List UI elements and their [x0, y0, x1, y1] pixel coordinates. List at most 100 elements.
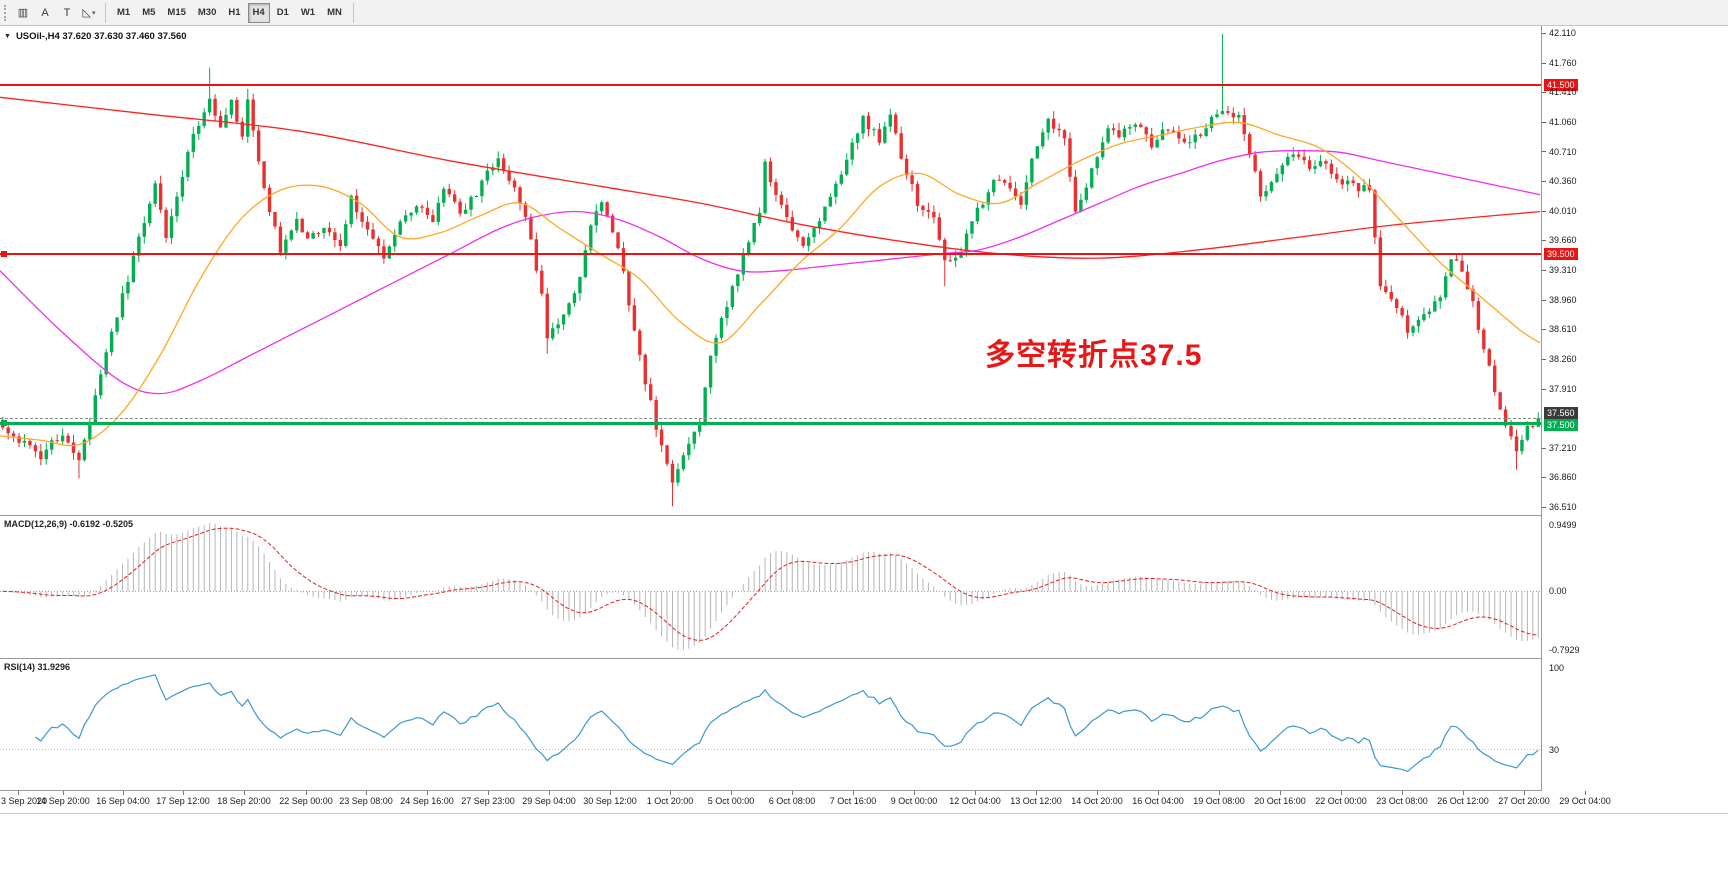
symbol-dropdown-icon[interactable]: ▼ [4, 33, 11, 40]
time-axis-label: 27 Oct 20:00 [1498, 796, 1550, 806]
time-axis-tick [427, 791, 428, 795]
price-axis[interactable]: 0.9499 0.00 -0.7929 100 30 41.500 39.500 3… [1541, 26, 1728, 791]
price-axis-tick [1542, 300, 1546, 301]
time-axis-label: 22 Oct 00:00 [1315, 796, 1367, 806]
macd-signal-line [2, 527, 1539, 641]
price-axis-tick [1542, 151, 1546, 152]
time-axis-label: 6 Oct 08:00 [768, 796, 816, 806]
time-axis-tick [1402, 791, 1403, 795]
time-axis-label: 30 Sep 12:00 [583, 796, 637, 806]
timeframe-button-m1[interactable]: M1 [117, 7, 131, 18]
time-axis-label: 7 Oct 16:00 [829, 796, 877, 806]
hline-41.500[interactable] [0, 83, 1541, 86]
time-axis-label: 1 Oct 20:00 [646, 796, 694, 806]
price-axis-tick [1542, 389, 1546, 390]
time-axis-tick [1219, 791, 1220, 795]
price-axis-label: 39.660 [1549, 235, 1577, 246]
price-axis-tick [1542, 448, 1546, 449]
price-axis-label: 40.010 [1549, 205, 1577, 216]
chevron-down-icon: ▾ [91, 9, 96, 17]
time-axis-label: 16 Sep 04:00 [96, 796, 150, 806]
bar-chart-tool-button[interactable]: ▥ [13, 3, 33, 23]
time-axis-tick [1524, 791, 1525, 795]
time-axis-label: 12 Oct 04:00 [949, 796, 1001, 806]
slow-red-ma [0, 96, 1541, 259]
price-axis-tick [1542, 240, 1546, 241]
price-axis-tick [1542, 507, 1546, 508]
timeframe-button-m30[interactable]: M30 [197, 7, 217, 18]
symbol-title: ▼ USOil-,H4 37.620 37.630 37.460 37.560 [4, 31, 187, 42]
bull-bodies [22, 98, 1540, 483]
price-axis-label: 41.060 [1549, 116, 1577, 127]
letter-a-icon: A [41, 6, 49, 19]
macd-panel[interactable] [0, 516, 1541, 657]
price-axis-tick [1542, 63, 1546, 64]
time-axis-tick [792, 791, 793, 795]
text-tool-button[interactable]: T [57, 3, 77, 23]
time-axis-tick [183, 791, 184, 795]
hline-handle[interactable] [1, 420, 7, 427]
time-axis-label: 26 Oct 12:00 [1437, 796, 1489, 806]
hline-39.500[interactable] [0, 252, 1541, 255]
time-axis-tick [1036, 791, 1037, 795]
time-axis[interactable]: 3 Sep 2020 14 Sep 20:00 16 Sep 04:00 17 Sep… [0, 791, 1728, 813]
toolbar: ▥ A T ◺ ▾ M1 M5 M15 M30 H1 H4 D1 W1 MN [0, 0, 1728, 26]
timeframe-button-d1[interactable]: D1 [276, 7, 289, 18]
time-axis-tick [914, 791, 915, 795]
price-axis-label: 38.610 [1549, 324, 1577, 335]
time-axis-label: 9 Oct 00:00 [890, 796, 938, 806]
time-axis-label: 16 Oct 04:00 [1132, 796, 1184, 806]
price-axis-label: 40.360 [1549, 176, 1577, 187]
panel-separator [0, 790, 1728, 791]
main-chart[interactable] [0, 26, 1541, 515]
time-axis-label: 22 Sep 00:00 [279, 796, 333, 806]
chart-annotation[interactable]: 多空转折点37.5 [985, 339, 1203, 372]
time-axis-tick [488, 791, 489, 795]
fast-orange-ma [0, 121, 1541, 447]
time-axis-tick [366, 791, 367, 795]
timeframe-button-m15[interactable]: M15 [167, 7, 186, 18]
time-axis-tick [549, 791, 550, 795]
letter-t-icon: T [63, 6, 71, 19]
time-axis-label: 29 Sep 04:00 [522, 796, 576, 806]
price-axis-label: 42.110 [1549, 28, 1576, 38]
price-axis-tick [1542, 33, 1546, 34]
time-axis-tick [975, 791, 976, 795]
time-axis-label: 27 Sep 23:00 [461, 796, 515, 806]
macd-zero-label: 0.00 [1549, 586, 1567, 596]
price-axis-tick [1542, 181, 1546, 182]
macd-histogram [7, 523, 1539, 650]
price-axis-label: 36.860 [1549, 472, 1577, 483]
rsi-label: RSI(14) 31.9296 [4, 662, 71, 672]
panel-separator[interactable] [0, 515, 1728, 516]
hline-37.500[interactable] [0, 421, 1541, 425]
rsi-panel[interactable] [0, 659, 1541, 790]
price-tag-41.500: 41.500 [1544, 78, 1578, 91]
timeframe-button-mn[interactable]: MN [327, 7, 342, 18]
rsi-level-label: 30 [1549, 745, 1560, 755]
timeframe-button-h1[interactable]: H1 [228, 7, 241, 18]
price-axis-label: 36.510 [1549, 502, 1577, 512]
price-axis-tick [1542, 122, 1546, 123]
shapes-tool-button[interactable]: ◺ ▾ [79, 3, 99, 23]
timeframe-button-w1[interactable]: W1 [300, 7, 316, 18]
time-axis-tick [63, 791, 64, 795]
time-axis-label: 24 Sep 16:00 [400, 796, 454, 806]
time-axis-tick [123, 791, 124, 795]
time-axis-label: 20 Oct 16:00 [1254, 796, 1306, 806]
panel-separator[interactable] [0, 658, 1728, 659]
price-axis-label: 38.260 [1549, 353, 1577, 364]
label-tool-button[interactable]: A [35, 3, 55, 23]
time-axis-tick [1463, 791, 1464, 795]
shapes-icon: ◺ [82, 7, 91, 19]
timeframe-button-m5[interactable]: M5 [142, 7, 156, 18]
time-axis-label: 23 Sep 08:00 [339, 796, 393, 806]
toolbar-grip[interactable] [4, 4, 8, 21]
time-axis-tick [306, 791, 307, 795]
chart-bottom-edge [0, 813, 1728, 814]
time-axis-label: 17 Sep 12:00 [156, 796, 210, 806]
hline-handle[interactable] [1, 250, 7, 257]
timeframe-button-h4[interactable]: H4 [247, 2, 270, 23]
toolbar-separator [105, 2, 106, 23]
